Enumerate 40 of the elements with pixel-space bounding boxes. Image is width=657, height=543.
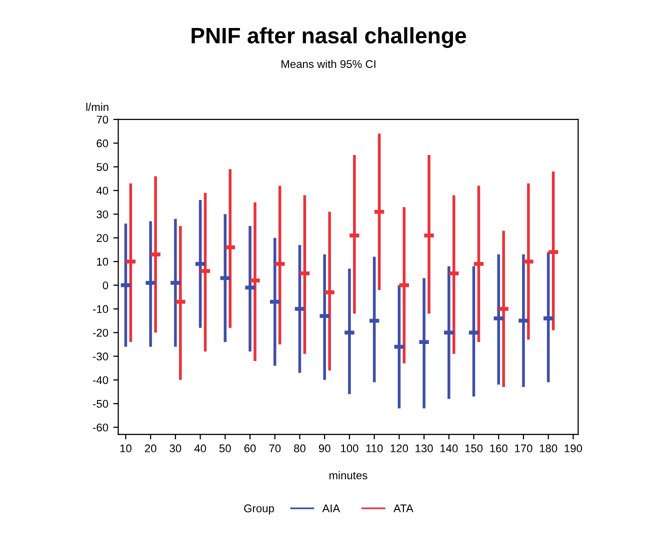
y-tick-label: -10: [92, 305, 108, 314]
y-tick-label: 70: [96, 116, 108, 124]
y-tick-label: 10: [97, 258, 108, 266]
x-tick-label: 30: [170, 444, 182, 452]
x-tick-label: 50: [219, 444, 231, 452]
y-tick-label: 40: [96, 186, 108, 195]
x-tick-label: 170: [515, 444, 532, 452]
y-tick-label: -30: [92, 352, 108, 360]
legend-label: ATA: [393, 504, 414, 512]
x-tick-label: 180: [540, 444, 558, 452]
y-tick-label: 50: [96, 163, 108, 171]
y-tick-label: -60: [92, 424, 108, 432]
x-tick-label: 90: [318, 444, 330, 452]
chart-title: PNIF after nasal challenge: [192, 27, 466, 48]
x-tick-label: 160: [490, 444, 508, 452]
y-tick-label: -50: [92, 400, 108, 408]
x-tick-label: 20: [144, 444, 156, 452]
x-tick-label: 100: [341, 444, 358, 452]
legend-title: Group: [244, 504, 274, 514]
legend-label: AIA: [322, 504, 340, 512]
x-tick-label: 110: [366, 444, 383, 452]
x-tick-label: 130: [416, 444, 433, 452]
x-tick-label: 190: [564, 444, 582, 452]
y-tick-label: 0: [102, 281, 108, 290]
y-tick-label: -20: [92, 328, 108, 337]
x-tick-label: 40: [194, 444, 206, 452]
y-axis-title: l/min: [86, 102, 108, 111]
x-tick-label: 120: [390, 444, 408, 452]
x-tick-label: 140: [440, 444, 458, 452]
y-tick-label: -40: [92, 376, 108, 384]
y-tick-label: 20: [96, 234, 108, 242]
chart-subtitle: Means with 95% CI: [282, 60, 376, 68]
y-tick-label: 60: [96, 139, 108, 148]
y-tick-label: 30: [96, 210, 108, 218]
x-tick-label: 150: [465, 444, 483, 452]
x-tick-label: 60: [244, 444, 256, 452]
x-axis-title: minutes: [329, 471, 368, 480]
x-tick-label: 80: [294, 444, 306, 452]
x-tick-label: 10: [120, 444, 132, 452]
x-tick-label: 70: [269, 444, 281, 452]
